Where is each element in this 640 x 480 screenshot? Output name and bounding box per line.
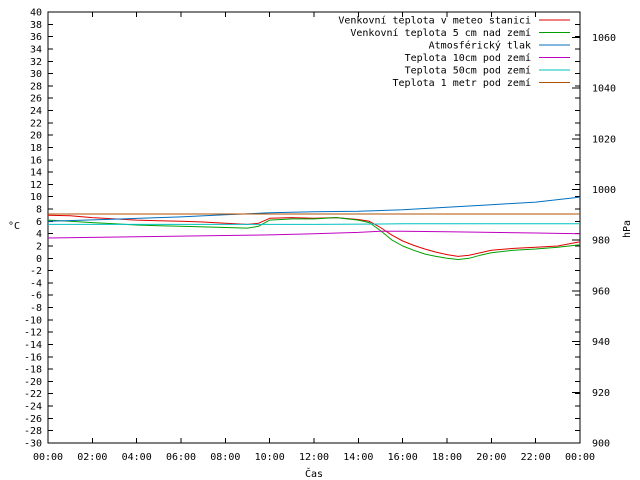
y-tick-label: -12 bbox=[24, 328, 42, 339]
legend-label-4: Teplota 10cm pod zemí bbox=[405, 52, 531, 64]
y-tick-label: 18 bbox=[30, 143, 42, 154]
y-tick-label: -30 bbox=[24, 439, 42, 450]
x-tick-label: 08:00 bbox=[210, 452, 240, 463]
y-tick-label: -6 bbox=[30, 291, 42, 302]
y-tick-label: 28 bbox=[30, 81, 42, 92]
x-tick-label: 02:00 bbox=[77, 452, 107, 463]
y-tick-label: 10 bbox=[30, 192, 42, 203]
y-tick-label: 8 bbox=[36, 205, 42, 216]
legend-label-3: Atmosférický tlak bbox=[429, 40, 531, 52]
series-line-5 bbox=[48, 223, 580, 225]
y-tick-label: 36 bbox=[30, 32, 42, 43]
y-tick-label: -10 bbox=[24, 315, 42, 326]
x-tick-label: 16:00 bbox=[388, 452, 418, 463]
y-tick-label: 12 bbox=[30, 180, 42, 191]
y-tick-label: -8 bbox=[30, 303, 42, 314]
legend-label-5: Teplota 50cm pod zemí bbox=[405, 65, 531, 77]
x-tick-label: 10:00 bbox=[255, 452, 285, 463]
y-tick-label: 30 bbox=[30, 69, 42, 80]
y2-tick-label: 920 bbox=[592, 388, 610, 399]
y-tick-label: 26 bbox=[30, 94, 42, 105]
y-tick-label: -20 bbox=[24, 377, 42, 388]
series-line-3 bbox=[47, 196, 581, 222]
y2-tick-label: 1060 bbox=[592, 33, 616, 44]
y-tick-label: 32 bbox=[30, 57, 42, 68]
y-tick-label: 0 bbox=[36, 254, 42, 265]
y2-tick-label: 900 bbox=[592, 439, 610, 450]
legend-label-1: Venkovní teplota v meteo stanici bbox=[338, 15, 531, 27]
x-tick-label: 04:00 bbox=[122, 452, 152, 463]
y-tick-label: 4 bbox=[36, 229, 42, 240]
legend-label-2: Venkovní teplota 5 cm nad zemí bbox=[350, 27, 531, 39]
series-line-1 bbox=[47, 214, 581, 257]
y-tick-label: 6 bbox=[36, 217, 42, 228]
x-axis-title: Čas bbox=[305, 467, 323, 480]
x-tick-label: 20:00 bbox=[476, 452, 506, 463]
y-tick-label: 24 bbox=[30, 106, 42, 117]
x-tick-label: 14:00 bbox=[343, 452, 373, 463]
legend-label-6: Teplota 1 metr pod zemí bbox=[393, 77, 531, 89]
y-tick-label: -28 bbox=[24, 426, 42, 437]
y-axis-title: °C bbox=[8, 221, 20, 232]
y-tick-label: 20 bbox=[30, 131, 42, 142]
y-tick-label: 38 bbox=[30, 20, 42, 31]
y-tick-label: -22 bbox=[24, 389, 42, 400]
y-tick-label: -14 bbox=[24, 340, 42, 351]
y2-tick-label: 1000 bbox=[592, 185, 616, 196]
y-tick-label: 14 bbox=[30, 168, 42, 179]
axes-layer: 4038363432302826242220181614121086420-2-… bbox=[24, 8, 616, 464]
y-tick-label: -16 bbox=[24, 352, 42, 363]
y-tick-label: 40 bbox=[30, 8, 42, 19]
series-line-2 bbox=[47, 217, 581, 260]
y2-tick-label: 1040 bbox=[592, 84, 616, 95]
y-tick-label: -26 bbox=[24, 414, 42, 425]
y2-axis-title: hPa bbox=[622, 220, 633, 238]
y-tick-label: -18 bbox=[24, 365, 42, 376]
x-tick-label: 00:00 bbox=[565, 452, 595, 463]
plot-frame bbox=[47, 11, 581, 444]
y-tick-label: 34 bbox=[30, 44, 42, 55]
y2-tick-label: 1020 bbox=[592, 134, 616, 145]
y-tick-label: 22 bbox=[30, 118, 42, 129]
legend: Venkovní teplota v meteo staniciVenkovní… bbox=[338, 15, 570, 89]
y-tick-label: 2 bbox=[36, 241, 42, 252]
series-layer bbox=[47, 196, 581, 260]
x-tick-label: 00:00 bbox=[33, 452, 63, 463]
x-tick-label: 06:00 bbox=[166, 452, 196, 463]
series-line-4 bbox=[47, 230, 581, 239]
x-tick-label: 18:00 bbox=[432, 452, 462, 463]
y-tick-label: -2 bbox=[30, 266, 42, 277]
y2-tick-label: 980 bbox=[592, 236, 610, 247]
x-tick-label: 22:00 bbox=[521, 452, 551, 463]
x-tick-label: 12:00 bbox=[299, 452, 329, 463]
y-tick-label: -24 bbox=[24, 402, 42, 413]
y2-tick-label: 960 bbox=[592, 286, 610, 297]
y-tick-label: -4 bbox=[30, 278, 42, 289]
y-tick-label: 16 bbox=[30, 155, 42, 166]
y2-tick-label: 940 bbox=[592, 337, 610, 348]
